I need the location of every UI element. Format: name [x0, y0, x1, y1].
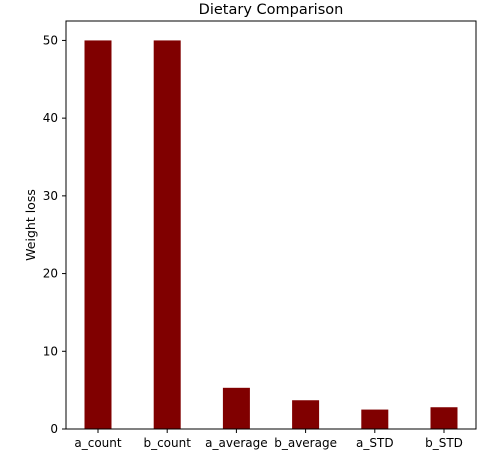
- y-tick-label: 50: [43, 33, 58, 47]
- plot-frame: [65, 20, 477, 430]
- bar-a-average: [222, 387, 250, 429]
- x-tick-label: a_count: [74, 436, 122, 450]
- x-tick-label: a_average: [205, 436, 267, 450]
- bar-a-count: [84, 40, 112, 430]
- y-axis-label: Weight loss: [23, 189, 38, 261]
- bar-b-STD: [430, 407, 458, 429]
- y-tick-label: 40: [43, 111, 58, 125]
- y-tick-label: 0: [50, 422, 58, 436]
- x-tick-label: b_STD: [425, 436, 463, 450]
- y-tick-label: 30: [43, 189, 58, 203]
- x-axis-ticks: a_count b_count a_average b_average a_STD b_S…: [74, 429, 463, 450]
- chart-title: Dietary Comparison: [199, 2, 344, 18]
- x-tick-label: b_average: [274, 436, 337, 450]
- bars: [84, 40, 458, 430]
- y-axis-ticks: 0 10 20 30 40 50: [43, 33, 66, 436]
- x-tick-label: a_STD: [356, 436, 394, 450]
- bar-a-STD: [361, 409, 389, 429]
- y-tick-label: 20: [43, 267, 58, 281]
- bar-b-average: [292, 400, 320, 429]
- y-tick-label: 10: [43, 344, 58, 358]
- x-tick-label: b_count: [143, 436, 191, 450]
- bar-b-count: [153, 40, 181, 430]
